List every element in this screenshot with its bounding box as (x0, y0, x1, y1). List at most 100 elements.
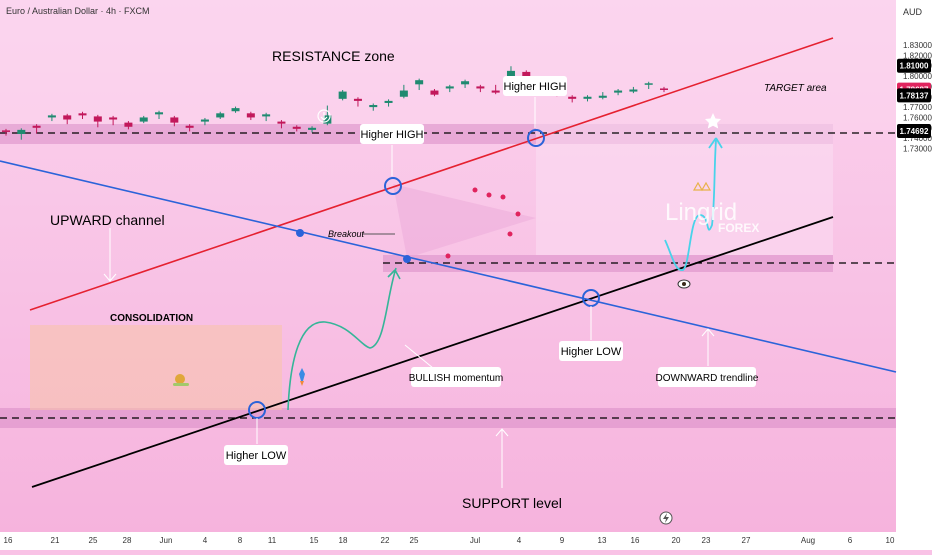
downward-trendline (0, 160, 897, 373)
label-breakout: Breakout (328, 229, 365, 239)
projection-arrowhead (708, 137, 723, 149)
down-arrow-circle-icon (317, 109, 331, 123)
candle-body (139, 117, 148, 122)
candle-body (522, 71, 531, 79)
candle-body (262, 114, 271, 117)
resistance-shade (0, 0, 896, 130)
label-higher-high-1: Higher HIGH (361, 129, 424, 141)
candle-body (216, 113, 225, 118)
channel-upper-line (29, 37, 834, 311)
y-tick-label: 1.83000 (903, 41, 932, 50)
candle-body (445, 86, 454, 89)
label-target-area: TARGET area (764, 83, 827, 94)
x-tick-label: 10 (886, 536, 895, 545)
candle-body (614, 90, 623, 93)
price-tag-box (897, 123, 931, 138)
x-tick-label: 28 (123, 536, 132, 545)
candle-body (246, 113, 255, 118)
candle-body (78, 113, 87, 116)
candle-body (461, 81, 470, 85)
candle-body (2, 130, 10, 132)
label-upward-channel: UPWARD channel (50, 212, 165, 228)
breakout-point-left (296, 229, 304, 237)
callout-higher-high-1: Higher HIGH (360, 124, 424, 144)
price-tag-box (897, 88, 931, 103)
candle-body (583, 96, 592, 99)
label-higher-low-1: Higher LOW (226, 450, 287, 462)
candle-body (93, 116, 102, 122)
watermark-forex: FOREX (718, 221, 759, 235)
callout-higher-high-2: Higher HIGH (503, 76, 567, 96)
candle-body (384, 100, 393, 103)
x-tick-label: 22 (381, 536, 390, 545)
label-resistance-zone: RESISTANCE zone (272, 48, 395, 64)
projection-curve (664, 139, 717, 271)
x-tick-label: 4 (517, 536, 522, 545)
target-shade (536, 124, 833, 255)
channel-lower-line (31, 216, 834, 488)
callout-higher-low-1: Higher LOW (224, 445, 288, 465)
bullish-momentum-pointer (404, 344, 434, 369)
candle-body (109, 117, 118, 120)
watermark-lingrid: Lingrid (665, 199, 737, 226)
x-tick-label: 18 (339, 536, 348, 545)
callout-bullish-momentum: BULLISH momentum (409, 367, 503, 387)
candle-body (415, 80, 424, 85)
candle-body (399, 90, 408, 97)
x-tick-label: 15 (310, 536, 319, 545)
label-bullish-momentum: BULLISH momentum (409, 373, 503, 384)
y-tick-label: 1.73000 (903, 145, 932, 154)
candle-body (476, 86, 485, 89)
symbol-title: Euro / Australian Dollar · 4h · FXCM (6, 6, 150, 16)
breakout-point-right (403, 255, 411, 263)
eye-icon (677, 279, 691, 289)
x-tick-label: 8 (238, 536, 243, 545)
candle-body (369, 105, 378, 108)
pivot-higher-high-1 (384, 177, 402, 195)
y-tick-label: 1.77000 (903, 103, 932, 112)
x-tick-label: 27 (742, 536, 751, 545)
x-tick-label: 23 (702, 536, 711, 545)
bullish-momentum-curve (287, 267, 397, 411)
currency-label: AUD (903, 7, 923, 17)
x-tick-label: 16 (4, 536, 13, 545)
x-tick-label: 25 (410, 536, 419, 545)
label-higher-low-2: Higher LOW (561, 346, 622, 358)
x-tick-label: 13 (598, 536, 607, 545)
price-tag-label: 1.74692 (900, 127, 929, 136)
bullish-momentum-arrowhead (387, 269, 401, 280)
label-downward-trendline: DOWNWARD trendline (656, 373, 759, 384)
x-tick-label: 11 (268, 536, 277, 545)
label-higher-high-2: Higher HIGH (504, 81, 567, 93)
y-tick-label: 1.74000 (903, 134, 932, 143)
candle-body (17, 129, 26, 135)
x-tick-label: 9 (560, 536, 565, 545)
consolidation-box (30, 325, 282, 410)
candle-body (277, 121, 286, 124)
price-tag-label: 1.78137 (900, 91, 929, 100)
candle-body (63, 115, 72, 120)
price-tag-box (897, 58, 931, 73)
candle-body (660, 88, 668, 90)
candle-body (430, 90, 439, 95)
lightning-icon (659, 511, 673, 525)
candle-body (323, 115, 332, 124)
x-tick-label: 25 (89, 536, 98, 545)
candle-body (629, 89, 638, 92)
snail-icon (173, 374, 189, 386)
candle-body (338, 91, 347, 99)
candle-body (491, 90, 500, 93)
candle-body (32, 125, 41, 128)
candle-body (231, 108, 240, 112)
candle-body (308, 127, 317, 130)
candle-body (155, 112, 164, 115)
time-axis-panel (0, 532, 896, 550)
label-consolidation: CONSOLIDATION (110, 313, 193, 324)
y-tick-label: 1.80000 (903, 72, 932, 81)
candle-body (170, 117, 179, 123)
y-tick-label: 1.76000 (903, 113, 932, 122)
candle-body (185, 125, 194, 128)
x-tick-label: Jul (470, 536, 480, 545)
crown-icon (692, 181, 712, 192)
